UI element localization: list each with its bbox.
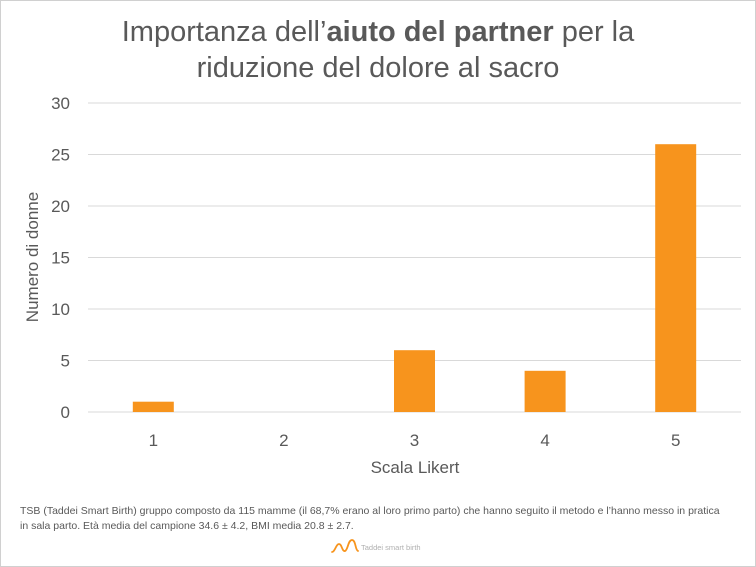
y-tick-label: 20: [51, 197, 70, 216]
x-tick-label: 5: [671, 431, 680, 450]
bar-5: [655, 144, 697, 412]
y-tick-label: 10: [51, 300, 70, 319]
bars: [132, 144, 697, 412]
chart-title: Importanza dell’aiuto del partner per la…: [0, 14, 756, 86]
y-tick-label: 0: [61, 403, 70, 422]
x-axis-title: Scala Likert: [371, 458, 460, 477]
title-part1: Importanza dell’: [121, 16, 327, 48]
x-tick-label: 2: [279, 431, 288, 450]
bar-chart: 0 5 10 15 20 25 30 1 2 3 4 5 Scala Likert Numero d…: [23, 94, 741, 477]
wave-logo-icon: [331, 539, 359, 553]
bar-4: [524, 370, 566, 412]
y-tick-label: 25: [51, 146, 70, 165]
y-tick-labels: 0 5 10 15 20 25 30: [51, 94, 70, 422]
logo-text: Taddei smart birth: [361, 542, 421, 552]
y-tick-label: 15: [51, 249, 70, 268]
brand-logo: Taddei smart birth: [331, 537, 421, 557]
gridlines: [88, 102, 741, 413]
bar-3: [394, 350, 435, 412]
x-tick-labels: 1 2 3 4 5: [149, 431, 681, 450]
title-bold: aiuto del partner: [326, 16, 554, 48]
y-tick-label: 5: [61, 352, 70, 371]
footnote: TSB (Taddei Smart Birth) gruppo composto…: [20, 505, 720, 532]
x-tick-label: 1: [149, 431, 158, 450]
title-line2: riduzione del dolore al sacro: [196, 52, 560, 84]
title-part2: per la: [553, 16, 635, 48]
x-tick-label: 3: [410, 431, 419, 450]
x-tick-label: 4: [540, 431, 549, 450]
y-tick-label: 30: [51, 94, 70, 113]
bar-1: [132, 401, 174, 412]
y-axis-title: Numero di donne: [23, 192, 42, 322]
